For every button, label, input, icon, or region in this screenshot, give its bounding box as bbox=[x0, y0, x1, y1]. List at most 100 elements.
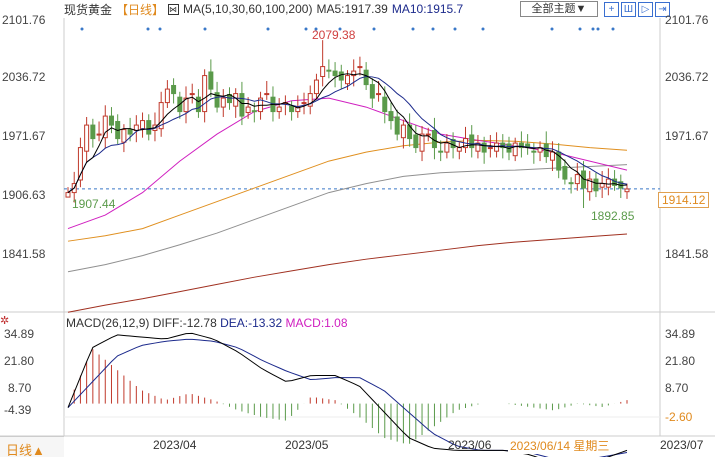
candle-body bbox=[146, 120, 152, 135]
event-marker bbox=[80, 27, 84, 31]
candle-body bbox=[164, 88, 170, 104]
candle-body bbox=[264, 93, 270, 96]
macd-tick-right: 8.70 bbox=[665, 381, 689, 395]
date-label: 2023/06 bbox=[448, 438, 492, 452]
event-marker bbox=[453, 27, 457, 31]
candle-body bbox=[320, 66, 326, 77]
candle-body bbox=[568, 182, 574, 185]
candle-body bbox=[481, 142, 487, 153]
event-marker bbox=[338, 27, 342, 31]
ma100-line bbox=[67, 164, 628, 273]
candle-body bbox=[624, 188, 630, 193]
candle-body bbox=[400, 124, 406, 139]
candle-body bbox=[96, 133, 102, 136]
candle-body bbox=[469, 134, 475, 149]
candle-body bbox=[251, 110, 257, 113]
event-marker bbox=[611, 27, 615, 31]
current-price-label: 1914.12 bbox=[658, 192, 710, 208]
macd-tick: 34.89 bbox=[4, 327, 35, 341]
play-tool-icon[interactable]: ▷ bbox=[638, 2, 653, 17]
event-marker bbox=[158, 27, 162, 31]
end-tool-icon[interactable]: ⇥ bbox=[655, 2, 670, 17]
candle-body bbox=[313, 79, 319, 95]
candle-body bbox=[413, 134, 419, 149]
event-marker bbox=[411, 27, 415, 31]
candle-body bbox=[562, 165, 568, 180]
macd-tick-right: 34.89 bbox=[665, 327, 696, 341]
event-marker bbox=[596, 27, 600, 31]
date-label: 2023/05 bbox=[285, 438, 329, 452]
macd-diff: DIFF:-12.78 bbox=[152, 316, 217, 330]
bar-tool-icon[interactable]: Ш bbox=[621, 2, 636, 17]
symbol-name: 现货黄金 bbox=[64, 2, 113, 17]
macd-header: MACD(26,12,9) DIFF:-12.78 DEA:-13.32 MAC… bbox=[66, 316, 348, 330]
candle-body bbox=[382, 96, 388, 113]
event-marker bbox=[481, 27, 485, 31]
candle-body bbox=[369, 84, 375, 99]
low-annotation-left: 1907.44 bbox=[72, 197, 116, 211]
ma30-line bbox=[67, 97, 628, 230]
candle-body bbox=[220, 97, 226, 108]
candle-body bbox=[357, 66, 363, 69]
candle-body bbox=[140, 120, 146, 130]
date-label: 2023/04 bbox=[153, 438, 197, 452]
theme-dropdown[interactable]: 全部主题▼ bbox=[520, 1, 598, 17]
candle-body bbox=[574, 174, 580, 185]
candle-body bbox=[518, 142, 524, 149]
candle-body bbox=[108, 115, 114, 126]
price-tick: 1841.58 bbox=[2, 247, 46, 261]
price-tick-right: 2101.76 bbox=[665, 13, 709, 27]
candle-body bbox=[531, 150, 537, 153]
candle-body bbox=[456, 147, 462, 152]
macd-tick-right: 21.80 bbox=[665, 354, 696, 368]
crosshair-tool-icon[interactable]: + bbox=[604, 2, 619, 17]
candle-body bbox=[301, 102, 307, 105]
candle-body bbox=[487, 147, 493, 150]
candle-body bbox=[388, 111, 394, 122]
macd-cursor-value: -2.60 bbox=[665, 410, 693, 424]
macd-dea: DEA:-13.32 bbox=[220, 316, 283, 330]
period-button[interactable]: 日线▲ bbox=[0, 436, 64, 458]
candle-body bbox=[593, 178, 599, 192]
candle-body bbox=[599, 183, 605, 188]
ma10-line bbox=[67, 75, 628, 193]
candle-body bbox=[65, 192, 71, 198]
candle-body bbox=[605, 178, 611, 188]
event-marker bbox=[203, 27, 207, 31]
price-tick-right: 2036.72 bbox=[665, 70, 709, 84]
candle-body bbox=[338, 71, 344, 81]
ma60-line bbox=[67, 139, 628, 242]
price-tick-right: 1971.67 bbox=[665, 129, 709, 143]
ma5-value: MA5:1917.39 bbox=[316, 2, 388, 16]
candle-body bbox=[77, 147, 83, 181]
candle-body bbox=[307, 93, 313, 107]
candle-body bbox=[276, 106, 282, 113]
candle-body bbox=[512, 142, 518, 157]
ma200-line bbox=[67, 233, 628, 313]
period-label[interactable]: 【日线】 bbox=[116, 2, 165, 17]
event-marker bbox=[146, 27, 150, 31]
candle-body bbox=[332, 70, 338, 77]
settings-icon[interactable]: ✲ bbox=[0, 315, 10, 327]
candle-body bbox=[195, 96, 201, 113]
candle-body bbox=[245, 106, 251, 113]
candle-body bbox=[208, 71, 214, 90]
candle-body bbox=[84, 124, 90, 152]
candle-body bbox=[376, 93, 382, 96]
candle-body bbox=[158, 102, 164, 130]
candle-body bbox=[102, 115, 108, 139]
macd-label: MACD(26,12,9) bbox=[66, 316, 150, 330]
price-tick: 2101.76 bbox=[2, 13, 46, 27]
candle-body bbox=[425, 133, 431, 136]
candle-body bbox=[171, 84, 177, 95]
ma-chart-icon[interactable]: ⋈ bbox=[168, 3, 180, 15]
candle-body bbox=[394, 116, 400, 135]
candle-body bbox=[183, 97, 189, 113]
event-marker bbox=[266, 27, 270, 31]
candle-body bbox=[121, 129, 127, 143]
date-label: 2023/07 bbox=[660, 438, 704, 452]
chart-header: 现货黄金 【日线】 ⋈ MA(5,10,30,60,100,200) MA5:1… bbox=[64, 1, 463, 17]
candle-body bbox=[127, 129, 133, 135]
price-tick: 2036.72 bbox=[2, 70, 46, 84]
